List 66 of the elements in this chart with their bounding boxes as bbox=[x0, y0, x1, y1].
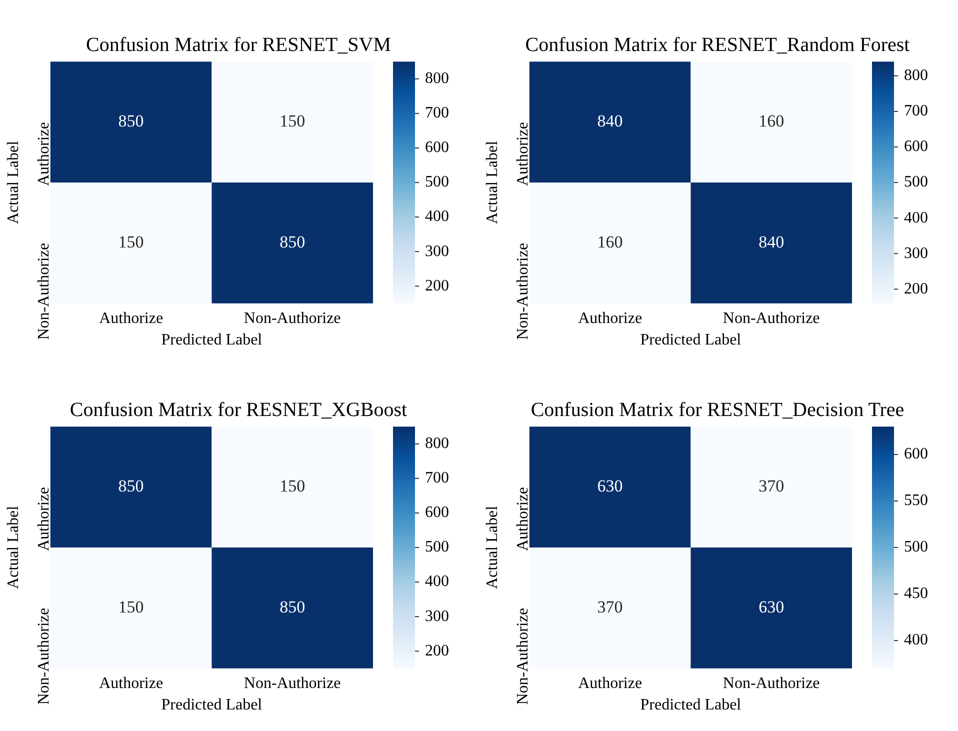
y-tick-label: Authorize bbox=[514, 122, 532, 186]
x-tick-label: Authorize bbox=[99, 675, 164, 692]
color-bar-label: 200 bbox=[425, 277, 449, 294]
chart-title: Confusion Matrix for RESNET_XGBoost bbox=[70, 398, 408, 421]
data-label: 150 bbox=[118, 597, 144, 616]
color-bar-label: 400 bbox=[425, 208, 449, 226]
color-bar-label: 300 bbox=[425, 242, 449, 260]
color-bar-label: 800 bbox=[425, 70, 449, 88]
data-label: 150 bbox=[280, 112, 306, 131]
data-label: 370 bbox=[758, 476, 784, 496]
x-tick-label: Non-Authorize bbox=[244, 675, 341, 692]
color-bar-label: 600 bbox=[904, 446, 928, 463]
y-tick-label: Authorize bbox=[514, 487, 532, 552]
data-label: 150 bbox=[280, 476, 306, 496]
x-tick-label: Non-Authorize bbox=[722, 675, 820, 692]
y-axis-title: Actual Label bbox=[4, 505, 22, 590]
color-bar-label: 700 bbox=[425, 470, 449, 487]
x-axis-title: Predicted Label bbox=[161, 696, 263, 714]
color-bar-label: 500 bbox=[425, 538, 449, 556]
x-tick-label: Authorize bbox=[99, 310, 164, 328]
data-label: 840 bbox=[597, 112, 623, 131]
x-axis-title: Predicted Label bbox=[640, 696, 742, 714]
data-label: 160 bbox=[597, 232, 623, 252]
color-bar-label: 600 bbox=[425, 139, 449, 156]
color-bar-label: 550 bbox=[904, 492, 928, 510]
data-label: 630 bbox=[758, 597, 784, 616]
y-axis-title: Actual Label bbox=[484, 140, 501, 224]
x-axis-title: Predicted Label bbox=[640, 331, 742, 348]
data-label: 160 bbox=[758, 112, 784, 131]
chart-title: Confusion Matrix for RESNET_Decision Tree bbox=[530, 398, 904, 421]
color-bar-label: 700 bbox=[904, 102, 928, 120]
x-tick-label: Authorize bbox=[578, 310, 642, 328]
data-label: 850 bbox=[280, 232, 306, 252]
color-bar-label: 700 bbox=[425, 104, 449, 122]
color-bar-label: 450 bbox=[904, 585, 928, 602]
y-axis-title: Actual Label bbox=[4, 140, 22, 224]
chart-title: Confusion Matrix for RESNET_Random Forest bbox=[525, 34, 910, 56]
color-bar-label: 200 bbox=[904, 280, 928, 298]
color-bar-label: 800 bbox=[425, 435, 449, 452]
data-label: 370 bbox=[597, 597, 623, 616]
color-bar-label: 600 bbox=[425, 504, 449, 522]
data-label: 850 bbox=[280, 597, 306, 616]
data-label: 630 bbox=[597, 476, 623, 496]
color-bar-label: 300 bbox=[425, 608, 449, 625]
x-tick-label: Authorize bbox=[578, 675, 642, 692]
y-axis-title: Actual Label bbox=[484, 505, 501, 590]
data-label: 850 bbox=[118, 112, 144, 131]
x-axis-title: Predicted Label bbox=[161, 331, 263, 348]
color-bar-label: 800 bbox=[904, 67, 928, 84]
color-bar-label: 500 bbox=[904, 174, 928, 191]
y-tick-label: Authorize bbox=[36, 122, 53, 186]
x-tick-label: Non-Authorize bbox=[244, 310, 341, 328]
color-bar-label: 400 bbox=[904, 632, 928, 649]
color-bar-label: 500 bbox=[425, 174, 449, 191]
data-label: 850 bbox=[118, 476, 144, 496]
color-bar-label: 400 bbox=[904, 209, 928, 226]
x-tick-label: Non-Authorize bbox=[722, 310, 820, 328]
y-tick-label: Authorize bbox=[36, 487, 53, 552]
data-label: 150 bbox=[118, 232, 144, 252]
data-label: 840 bbox=[758, 232, 784, 252]
color-bar-label: 600 bbox=[904, 138, 928, 156]
color-bar-label: 300 bbox=[904, 244, 928, 262]
color-bar-label: 500 bbox=[904, 538, 928, 556]
color-bar-label: 200 bbox=[425, 642, 449, 660]
chart-title: Confusion Matrix for RESNET_SVM bbox=[86, 34, 392, 56]
color-bar-label: 400 bbox=[425, 573, 449, 590]
